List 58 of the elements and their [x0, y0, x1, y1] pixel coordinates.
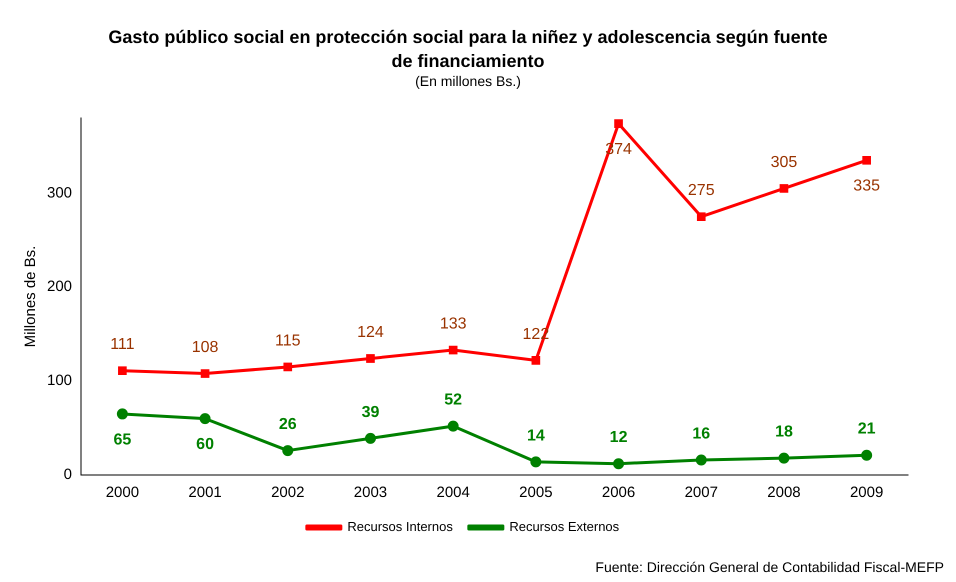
data-label: 60 [196, 436, 214, 454]
data-label: 133 [440, 315, 467, 332]
data-label: 12 [610, 429, 628, 446]
chart-title: Gasto público social en protección social para la niñez y adolescencia según fuente de financiamiento [108, 26, 828, 71]
legend-label: Recursos Internos [347, 519, 454, 534]
point [861, 450, 872, 461]
data-label: 111 [110, 336, 135, 354]
chart-subtitle: (En millones Bs.) [415, 72, 521, 89]
data-label: 124 [357, 324, 384, 341]
data-label: 108 [192, 338, 219, 356]
x-tick-label: 2000 [106, 484, 140, 502]
point [448, 346, 458, 354]
y-axis-title: Millones de Bs. [22, 246, 40, 348]
legend-label: Recursos Externos [509, 519, 620, 534]
point [200, 369, 210, 378]
point [696, 212, 706, 221]
point [364, 432, 376, 444]
point [862, 156, 871, 165]
x-tick-label: 2006 [602, 484, 636, 502]
y-tick-label: 300 [46, 184, 72, 202]
data-label: 14 [526, 427, 545, 444]
point [532, 356, 540, 365]
data-label: 18 [775, 423, 793, 440]
data-label: 275 [688, 182, 715, 200]
point [613, 458, 624, 470]
x-tick-label: 2009 [850, 484, 884, 502]
data-label: 16 [692, 425, 710, 442]
data-label: 26 [278, 416, 297, 433]
data-label: 39 [362, 404, 380, 421]
point [530, 456, 542, 468]
data-label: 65 [113, 431, 132, 448]
data-label: 21 [858, 420, 876, 438]
x-tick-label: 2007 [684, 484, 718, 502]
x-tick-label: 2001 [188, 484, 222, 502]
y-tick-label: 0 [64, 466, 72, 484]
y-tick-label: 200 [46, 278, 72, 296]
data-label: 52 [444, 392, 462, 409]
point [614, 119, 623, 128]
point [200, 413, 211, 424]
data-label: 335 [853, 178, 880, 195]
point [780, 184, 788, 193]
point [116, 408, 128, 420]
data-label: 115 [275, 332, 301, 350]
point [366, 354, 375, 363]
point [118, 366, 127, 376]
x-tick-label: 2004 [436, 484, 470, 502]
y-tick-label: 100 [46, 372, 72, 390]
x-tick-label: 2003 [354, 484, 388, 502]
point [283, 362, 292, 372]
point [696, 454, 707, 466]
data-label: 305 [770, 154, 798, 171]
source-note: Fuente: Dirección General de Contabilidad Fiscal-MEFP [595, 558, 944, 575]
x-tick-label: 2005 [519, 484, 553, 502]
point [448, 420, 459, 432]
x-tick-label: 2008 [767, 484, 801, 502]
x-tick-label: 2002 [271, 484, 304, 502]
point [282, 445, 294, 456]
point [778, 452, 790, 464]
